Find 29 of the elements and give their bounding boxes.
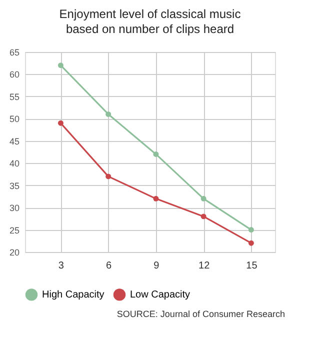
point (106, 174, 112, 180)
y-tick-label: 25 (9, 225, 20, 236)
y-tick-label: 65 (9, 48, 20, 58)
point (248, 227, 254, 233)
point (200, 214, 206, 220)
y-tick-label: 35 (9, 180, 20, 191)
point (153, 196, 159, 202)
chart-title: Enjoyment level of classical music based on number of clips heard (59, 7, 241, 36)
point (58, 120, 64, 126)
y-tick-label: 30 (9, 203, 20, 214)
x-tick-label: 9 (154, 260, 160, 272)
legend-label: High Capacity (42, 290, 104, 301)
source-note: SOURCE: Journal of Consumer Research (116, 309, 285, 319)
point (58, 62, 64, 68)
y-tick-label: 50 (9, 114, 20, 124)
point (153, 151, 159, 157)
x-tick-label: 6 (106, 260, 112, 272)
x-tick-label: 15 (246, 260, 258, 272)
y-tick-label: 55 (9, 92, 20, 102)
y-tick-label: 45 (9, 136, 20, 146)
point (200, 196, 206, 202)
y-tick-label: 60 (9, 70, 20, 80)
y-tick-label: 20 (9, 248, 20, 258)
legend-label: Low Capacity (130, 290, 190, 301)
x-tick-label: 3 (58, 260, 64, 272)
y-tick-label: 40 (9, 158, 20, 169)
point (248, 240, 254, 246)
x-tick-label: 12 (198, 260, 210, 272)
point (106, 111, 112, 117)
